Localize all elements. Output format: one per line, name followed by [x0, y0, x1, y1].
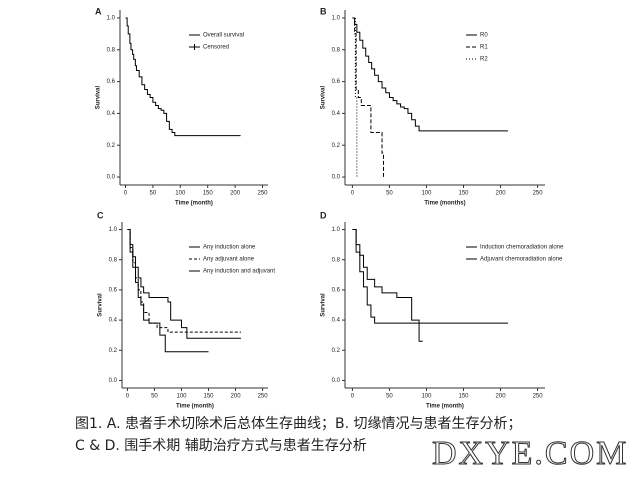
x-tick-label: 50	[151, 394, 158, 400]
y-axis-title: Survival	[96, 86, 102, 110]
x-tick-label: 200	[496, 394, 507, 400]
y-axis-title: Survival	[98, 293, 104, 317]
y-tick-label: 0.8	[332, 257, 341, 263]
survival-curve	[125, 17, 241, 137]
legend-label: R0	[480, 33, 488, 39]
x-tick-label: 50	[386, 191, 393, 197]
legend-label: Overall survival	[203, 33, 244, 39]
legend-label: Any induction and adjuvant	[203, 269, 275, 275]
y-tick-label: 0.8	[107, 47, 116, 53]
x-tick-label: 250	[258, 191, 269, 197]
survival-curve	[352, 229, 423, 342]
y-tick-label: 0.6	[332, 79, 341, 85]
y-axis-title: Survival	[321, 86, 327, 110]
watermark: DXYE.COM	[432, 435, 628, 472]
x-tick-label: 0	[351, 191, 355, 197]
x-tick-label: 100	[421, 191, 432, 197]
x-tick-label: 250	[533, 191, 544, 197]
panel-label: B	[320, 6, 327, 16]
panel-label: A	[95, 6, 102, 16]
panel-label: C	[97, 210, 104, 220]
x-tick-label: 200	[496, 191, 507, 197]
legend-label: R2	[480, 57, 488, 63]
y-tick-label: 0.4	[109, 318, 118, 324]
y-tick-label: 0.6	[107, 79, 116, 85]
x-axis-title: Time (month)	[426, 404, 464, 410]
y-tick-label: 0.2	[107, 143, 116, 149]
x-tick-label: 200	[230, 191, 241, 197]
legend-label: R1	[480, 45, 488, 51]
y-tick-label: 1.0	[107, 16, 116, 22]
x-tick-label: 0	[124, 191, 128, 197]
y-tick-label: 0.4	[332, 318, 341, 324]
survival-curve	[352, 229, 508, 324]
y-axis-title: Survival	[321, 293, 327, 317]
x-tick-label: 100	[176, 394, 187, 400]
y-tick-label: 0.6	[109, 287, 118, 293]
x-tick-label: 0	[351, 394, 355, 400]
legend-label: Induction chemoradiation alone	[480, 245, 564, 251]
y-tick-label: 0.4	[332, 111, 341, 117]
y-tick-label: 0.0	[332, 175, 341, 181]
x-tick-label: 100	[175, 191, 186, 197]
y-tick-label: 1.0	[332, 16, 341, 22]
legend-label: Any adjuvant alone	[203, 257, 255, 263]
y-tick-label: 0.0	[109, 378, 118, 384]
x-tick-label: 150	[459, 394, 470, 400]
x-tick-label: 0	[126, 394, 130, 400]
y-tick-label: 0.6	[332, 287, 341, 293]
y-tick-label: 0.4	[107, 111, 116, 117]
legend-label: Adjuvant chemoradiation alone	[480, 257, 563, 263]
y-tick-label: 0.0	[332, 378, 341, 384]
y-tick-label: 0.8	[109, 257, 118, 263]
x-tick-label: 100	[421, 394, 432, 400]
legend-label: Any induction alone	[203, 245, 256, 251]
panel-label: D	[320, 210, 327, 220]
x-axis-title: Time (month)	[175, 201, 213, 207]
survival-curve	[352, 17, 508, 132]
x-tick-label: 150	[459, 191, 470, 197]
x-tick-label: 250	[258, 394, 269, 400]
y-tick-label: 1.0	[332, 227, 341, 233]
x-axis-title: Time (months)	[424, 201, 465, 207]
caption-line: 图1. A. 患者手术切除术后总体生存曲线；B. 切缘情况与患者生存分析；	[75, 416, 522, 432]
x-tick-label: 200	[231, 394, 242, 400]
x-tick-label: 150	[203, 191, 214, 197]
y-tick-label: 0.0	[107, 175, 116, 181]
x-tick-label: 250	[533, 394, 544, 400]
legend-label: Censored	[203, 45, 229, 51]
survival-curve	[127, 229, 209, 353]
x-tick-label: 50	[150, 191, 157, 197]
x-axis-title: Time (month)	[176, 404, 214, 410]
y-tick-label: 1.0	[109, 227, 118, 233]
y-tick-label: 0.2	[109, 348, 118, 354]
x-tick-label: 150	[204, 394, 215, 400]
y-tick-label: 0.8	[332, 47, 341, 53]
caption-line: C & D. 围手术期 辅助治疗方式与患者生存分析	[75, 438, 367, 454]
y-tick-label: 0.2	[332, 348, 341, 354]
y-tick-label: 0.2	[332, 143, 341, 149]
x-tick-label: 50	[386, 394, 393, 400]
